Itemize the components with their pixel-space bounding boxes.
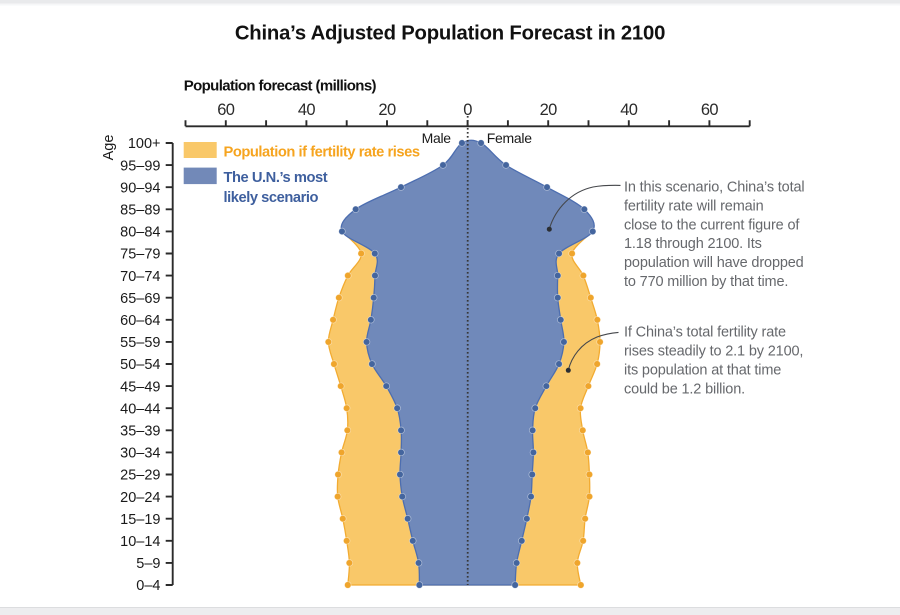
svg-text:Population if fertility rate r: Population if fertility rate rises	[224, 145, 420, 161]
svg-text:Age: Age	[101, 135, 117, 161]
svg-text:45–49: 45–49	[120, 379, 160, 395]
svg-text:0–4: 0–4	[136, 578, 160, 594]
svg-text:China’s Adjusted Population Fo: China’s Adjusted Population Forecast in …	[235, 23, 665, 45]
svg-text:Population forecast (millions): Population forecast (millions)	[184, 78, 377, 95]
svg-text:90–94: 90–94	[120, 180, 160, 196]
svg-text:1.18 through 2100. Its: 1.18 through 2100. Its	[624, 236, 762, 252]
svg-text:15–19: 15–19	[120, 512, 160, 528]
svg-text:95–99: 95–99	[120, 158, 160, 174]
svg-text:75–79: 75–79	[120, 247, 160, 263]
svg-text:In this scenario, China’s tota: In this scenario, China’s total	[624, 180, 804, 196]
svg-text:20–24: 20–24	[120, 490, 160, 506]
svg-text:Female: Female	[487, 130, 532, 146]
svg-text:60: 60	[217, 101, 235, 119]
svg-text:35–39: 35–39	[120, 424, 160, 440]
svg-text:Male: Male	[422, 130, 452, 146]
svg-text:fertility rate will remain: fertility rate will remain	[624, 198, 764, 214]
svg-text:85–89: 85–89	[120, 203, 160, 219]
svg-text:40: 40	[298, 101, 316, 119]
svg-text:If China’s total fertility rat: If China’s total fertility rate	[624, 325, 786, 341]
svg-text:10–14: 10–14	[120, 534, 160, 550]
svg-text:0: 0	[463, 101, 472, 119]
svg-text:its population at that time: its population at that time	[624, 362, 781, 378]
svg-text:40–44: 40–44	[120, 401, 160, 417]
svg-text:to 770 million by that time.: to 770 million by that time.	[624, 274, 788, 290]
svg-text:60–64: 60–64	[120, 313, 160, 329]
svg-text:25–29: 25–29	[120, 468, 160, 484]
svg-text:80–84: 80–84	[120, 225, 160, 241]
svg-text:5–9: 5–9	[136, 556, 160, 572]
svg-text:30–34: 30–34	[120, 446, 160, 462]
svg-text:60: 60	[701, 101, 719, 119]
svg-text:likely scenario: likely scenario	[224, 190, 319, 206]
svg-text:20: 20	[378, 101, 396, 119]
svg-text:70–74: 70–74	[120, 269, 160, 285]
svg-text:close to the current figure of: close to the current figure of	[624, 217, 800, 233]
svg-text:population will have dropped: population will have dropped	[624, 255, 804, 271]
svg-text:100+: 100+	[128, 136, 161, 152]
svg-text:40: 40	[620, 101, 638, 119]
svg-text:65–69: 65–69	[120, 291, 160, 307]
svg-text:could be 1.2 billion.: could be 1.2 billion.	[624, 381, 745, 397]
svg-text:55–59: 55–59	[120, 335, 160, 351]
svg-text:The U.N.’s most: The U.N.’s most	[224, 170, 328, 186]
svg-text:20: 20	[540, 101, 558, 119]
svg-text:50–54: 50–54	[120, 357, 160, 373]
svg-text:rises steadily to 2.1 by 2100,: rises steadily to 2.1 by 2100,	[624, 344, 803, 360]
